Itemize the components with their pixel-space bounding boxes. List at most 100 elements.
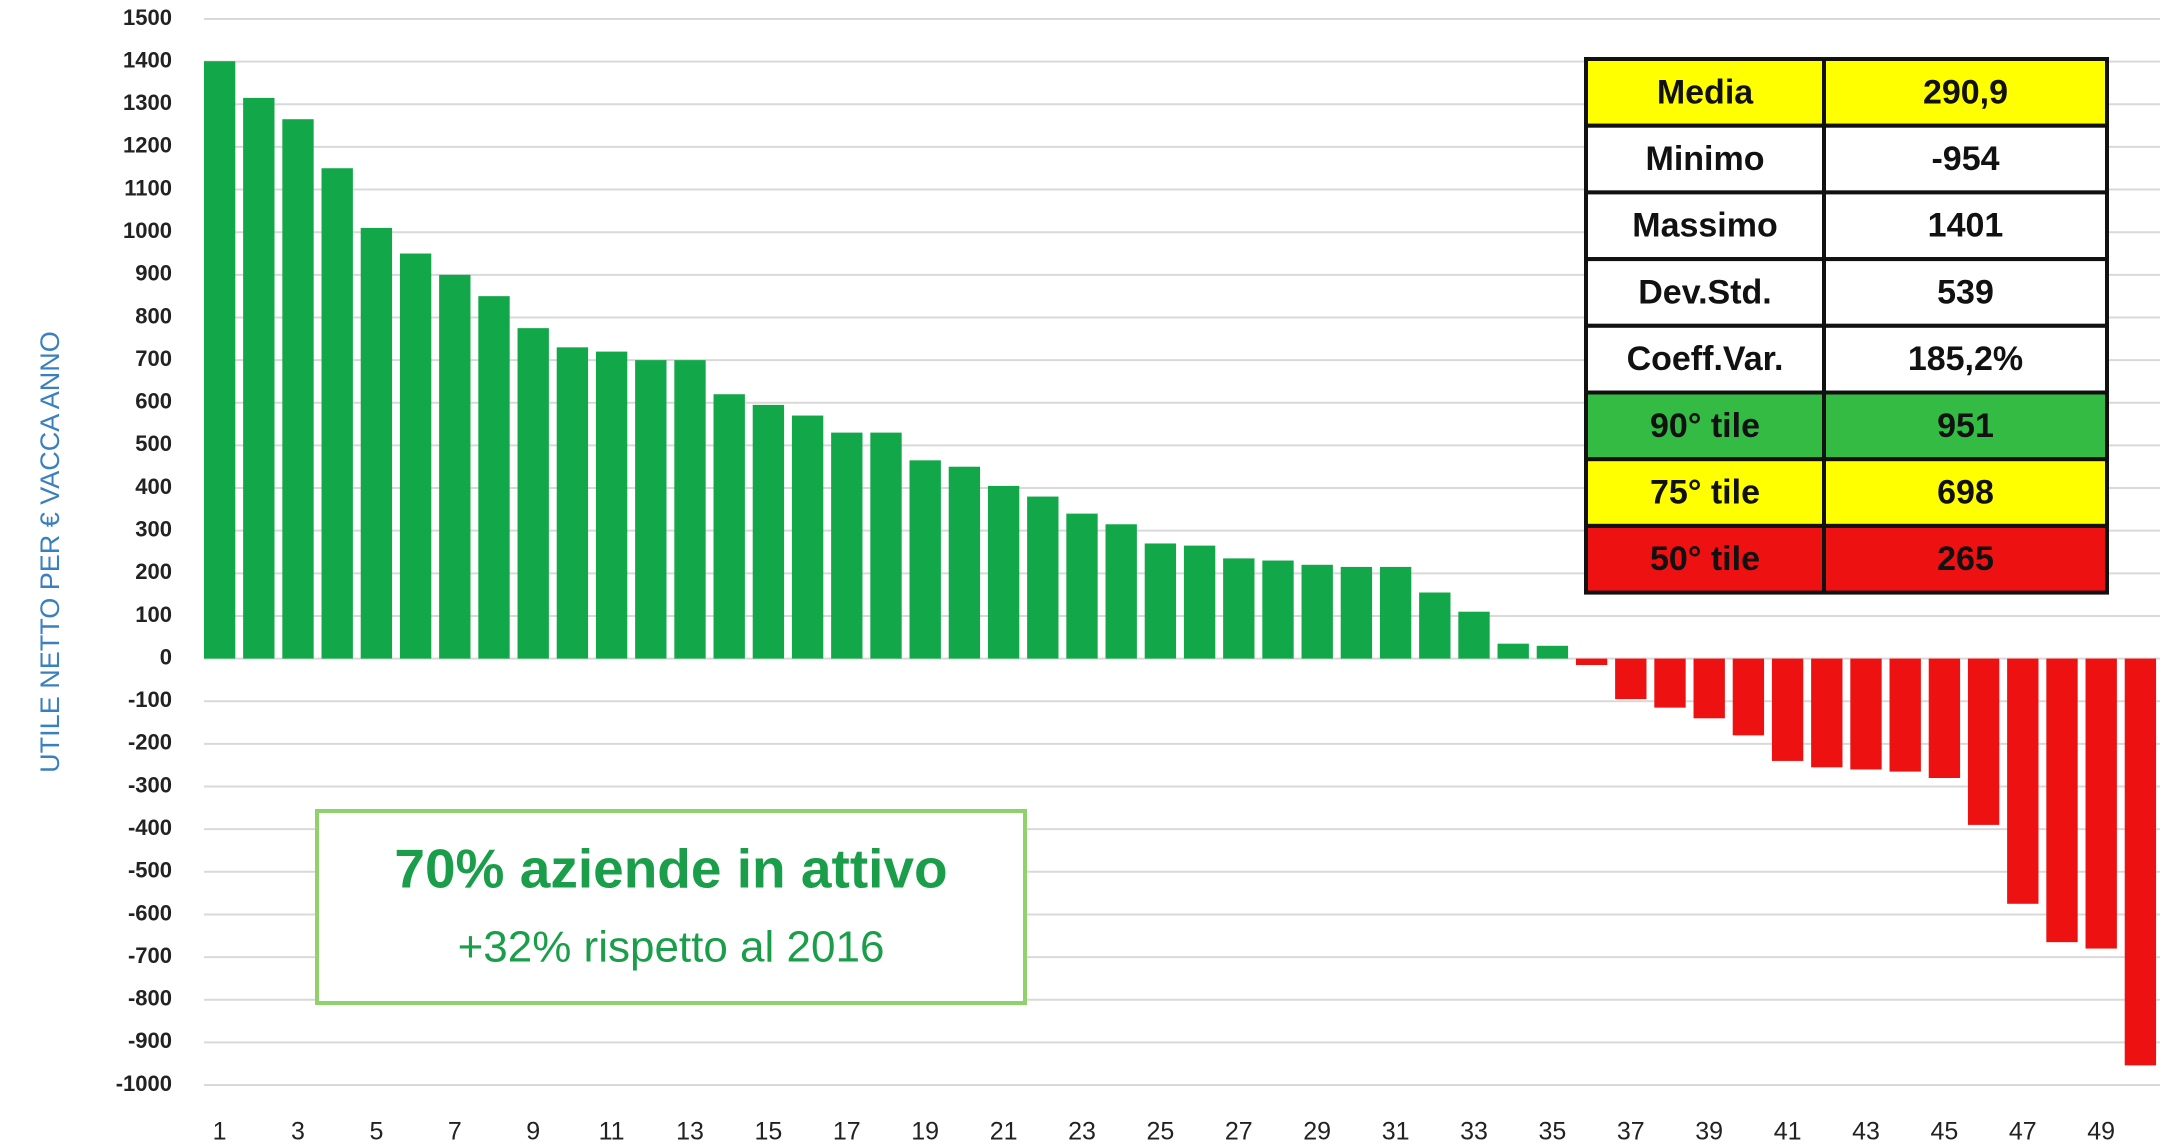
x-tick-label: 49 <box>2087 1118 2115 1146</box>
x-tick-label: 11 <box>599 1118 625 1146</box>
x-tick-label: 17 <box>833 1118 861 1146</box>
table-label: Dev.Std. <box>1638 273 1772 311</box>
bar <box>1928 658 1961 778</box>
bar <box>948 466 981 659</box>
bar <box>713 394 745 659</box>
bar <box>1183 545 1216 659</box>
y-tick-label: 100 <box>135 602 172 627</box>
bar <box>831 432 863 659</box>
table-cell <box>1584 57 2109 128</box>
y-tick-label: -200 <box>128 730 172 755</box>
x-tick-label: 1 <box>213 1118 227 1146</box>
y-tick-label: -100 <box>128 687 172 712</box>
bar <box>1615 658 1647 700</box>
y-tick-label: -700 <box>128 943 172 968</box>
y-tick-label: -900 <box>128 1028 172 1053</box>
table-value: 1401 <box>1928 207 2004 245</box>
y-axis-label: UTILE NETTO PER € VACCA ANNO <box>35 331 65 773</box>
bar <box>752 404 785 659</box>
bar <box>1144 543 1177 659</box>
bar <box>1771 658 1804 761</box>
bar <box>1340 566 1373 659</box>
x-tick-label: 29 <box>1303 1118 1331 1146</box>
annotation-title: 70% aziende in attivo <box>394 838 947 900</box>
x-tick-label: 13 <box>676 1118 704 1146</box>
table-value: 698 <box>1937 474 1994 512</box>
bar <box>909 460 941 659</box>
table-label: Minimo <box>1646 140 1765 178</box>
x-tick-label: 39 <box>1695 1118 1723 1146</box>
bar <box>517 328 549 659</box>
table-value: 539 <box>1937 273 1994 311</box>
bar <box>1027 496 1059 659</box>
bar <box>987 485 1020 659</box>
bar <box>321 168 353 659</box>
bar <box>2124 658 2157 1066</box>
bar <box>1732 658 1765 736</box>
x-tick-label: 21 <box>990 1118 1018 1146</box>
y-tick-label: 800 <box>135 303 172 328</box>
y-tick-label: 1500 <box>123 5 172 30</box>
annotation-box <box>315 809 1027 1005</box>
table-cell <box>1584 523 2109 595</box>
table-cell <box>1584 323 2109 395</box>
bar <box>791 415 824 659</box>
x-tick-label: 37 <box>1617 1118 1645 1146</box>
y-tick-label: 900 <box>135 261 172 286</box>
y-tick-label: 1200 <box>123 133 172 158</box>
bar <box>674 360 706 659</box>
y-tick-label: 1000 <box>123 218 172 243</box>
bar <box>1419 592 1451 659</box>
x-tick-label: 43 <box>1852 1118 1880 1146</box>
bar <box>243 97 275 659</box>
y-tick-label: -1000 <box>116 1071 172 1096</box>
bar <box>1105 524 1137 659</box>
y-tick-label: -800 <box>128 986 172 1011</box>
bar <box>595 351 628 659</box>
bar <box>1575 658 1608 665</box>
bar <box>282 119 314 659</box>
bar <box>1223 558 1255 659</box>
y-tick-label: 1300 <box>123 90 172 115</box>
y-tick-label: 1400 <box>123 47 172 72</box>
annotation-subtitle: +32% rispetto al 2016 <box>458 923 885 972</box>
y-tick-label: 600 <box>135 389 172 414</box>
table-label: 90° tile <box>1650 407 1760 445</box>
bar <box>399 253 432 659</box>
x-tick-label: 47 <box>2009 1118 2037 1146</box>
bar <box>360 227 393 659</box>
y-tick-label: -400 <box>128 815 172 840</box>
bar <box>2046 658 2078 943</box>
table-cell <box>1584 123 2109 195</box>
bar <box>1458 611 1490 659</box>
bar <box>1693 658 1725 719</box>
table-value: 290,9 <box>1923 73 2008 111</box>
y-tick-label: 400 <box>135 474 172 499</box>
y-tick-label: 0 <box>160 644 172 669</box>
bar <box>439 274 471 659</box>
bar <box>635 360 667 659</box>
y-tick-label: 700 <box>135 346 172 371</box>
bar <box>1889 658 1921 772</box>
bar <box>2085 658 2117 949</box>
y-tick-label: -500 <box>128 858 172 883</box>
bar <box>556 347 589 659</box>
bar <box>1536 645 1569 659</box>
bar <box>1654 658 1686 708</box>
x-tick-label: 9 <box>526 1118 540 1146</box>
table-value: 265 <box>1937 540 1994 578</box>
bar <box>1811 658 1843 768</box>
x-tick-label: 41 <box>1774 1118 1802 1146</box>
table-value: 951 <box>1937 407 1994 445</box>
y-tick-label: 1100 <box>124 175 172 200</box>
table-value: -954 <box>1931 140 1999 178</box>
x-tick-label: 35 <box>1538 1118 1566 1146</box>
table-cell <box>1584 390 2109 462</box>
table-label: 75° tile <box>1650 474 1760 512</box>
x-tick-label: 25 <box>1146 1118 1174 1146</box>
table-cell <box>1584 457 2109 528</box>
x-tick-label: 45 <box>1930 1118 1958 1146</box>
x-tick-label: 7 <box>448 1118 462 1146</box>
bar <box>1301 564 1333 659</box>
